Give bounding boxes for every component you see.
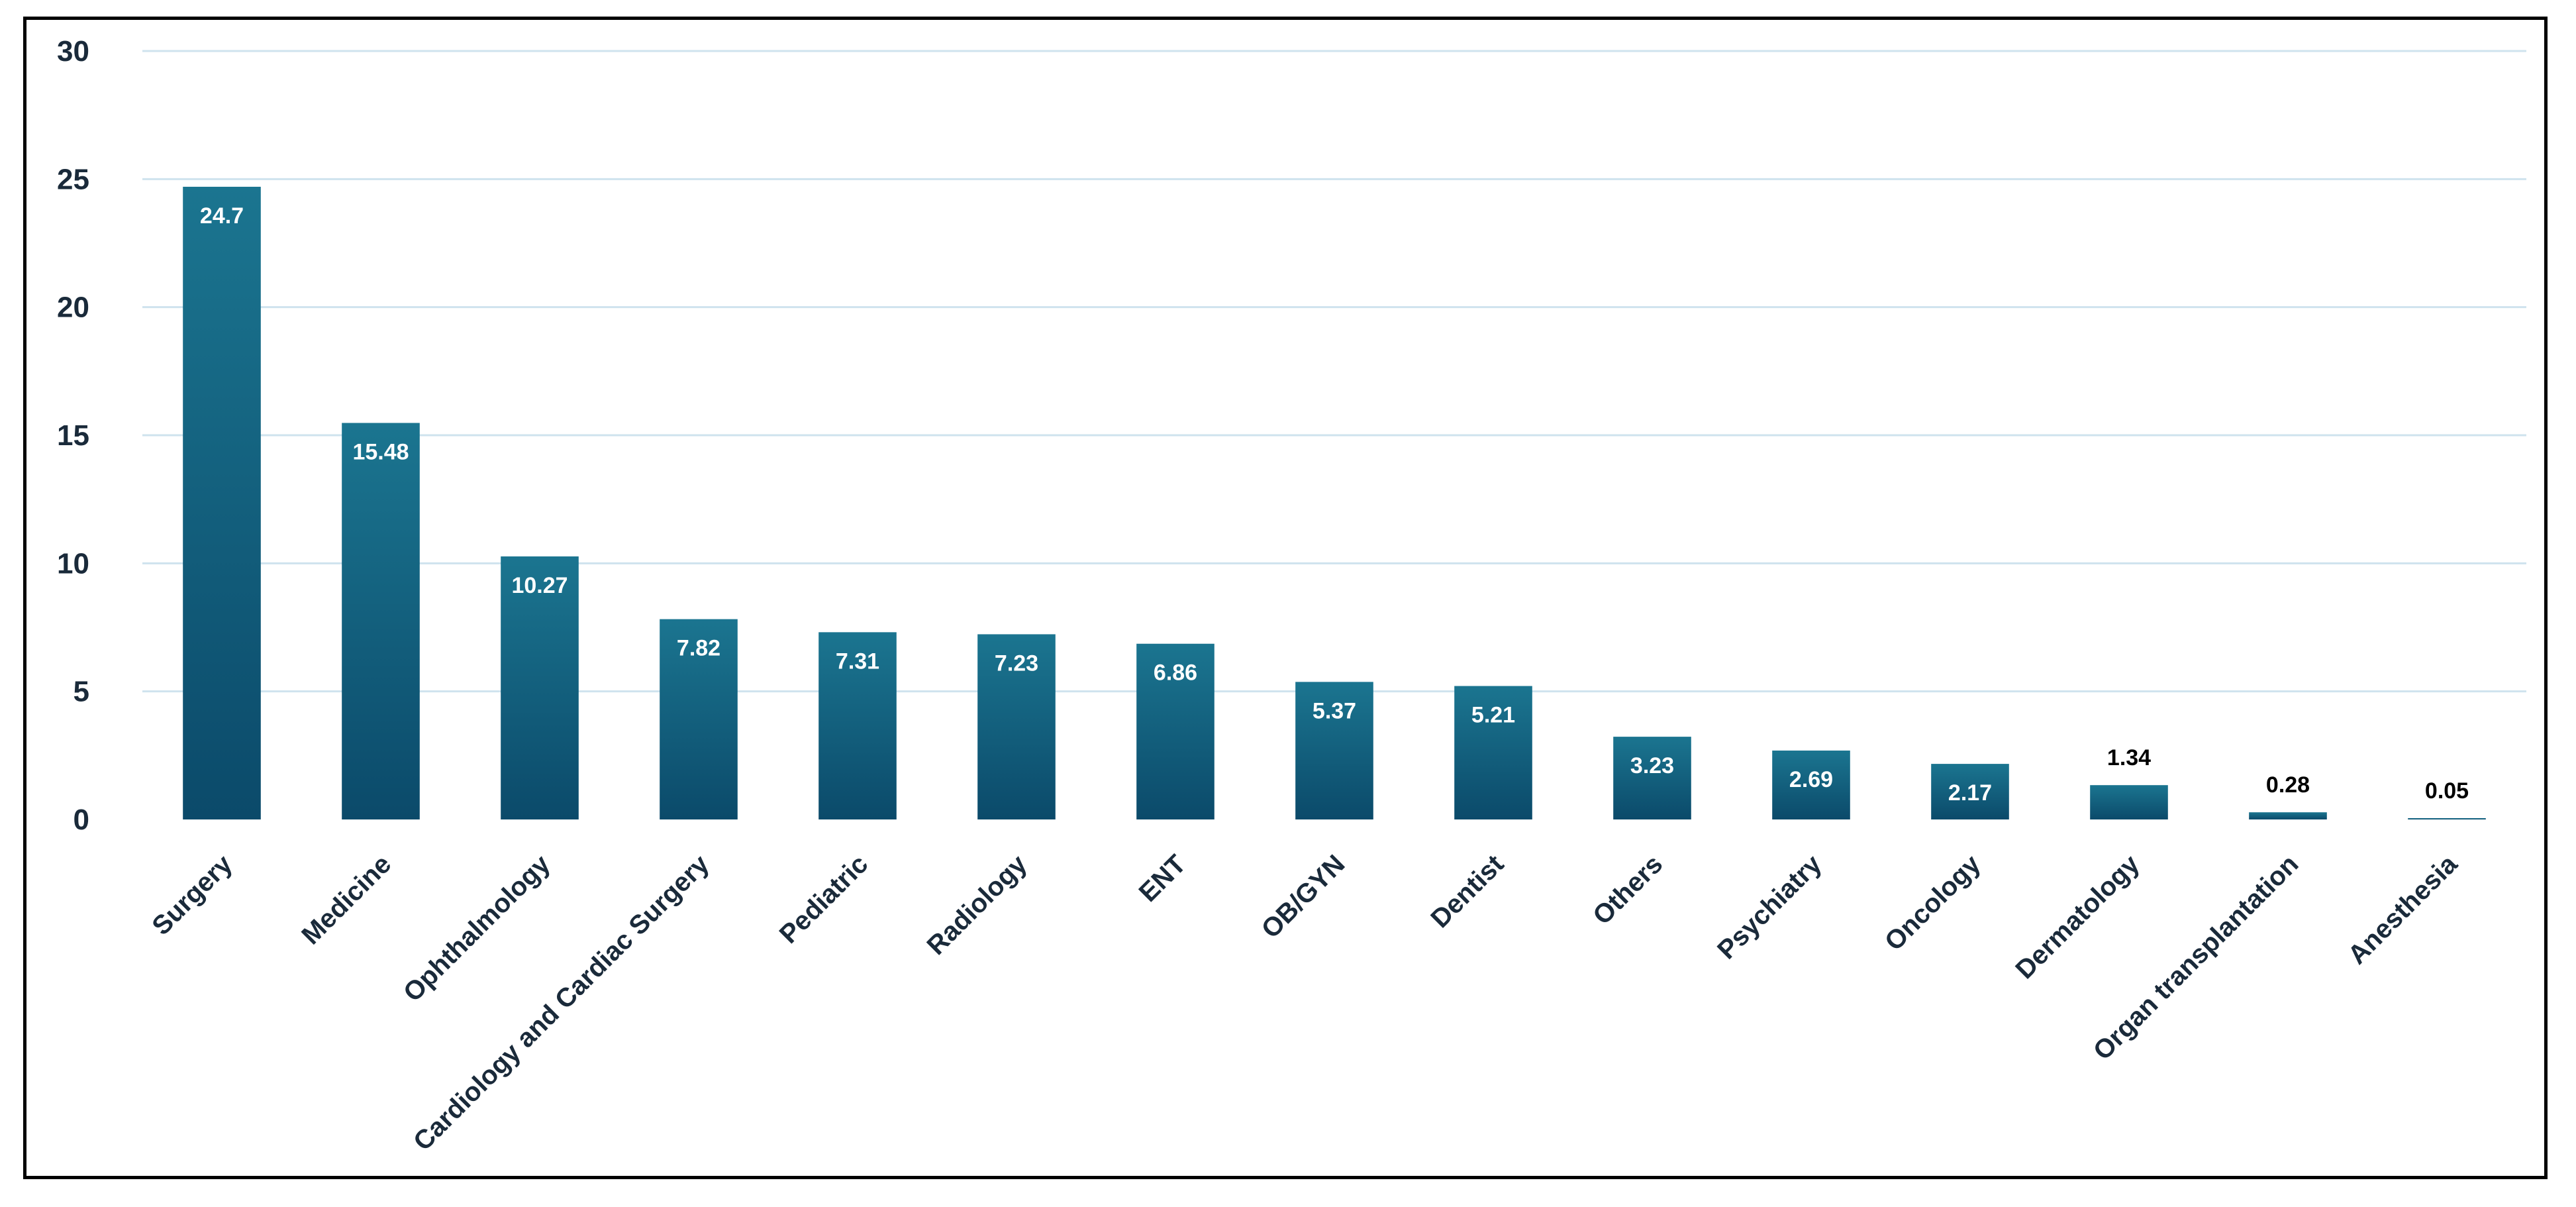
data-label: 5.21	[1471, 703, 1515, 728]
data-label: 2.69	[1789, 767, 1833, 792]
data-label: 10.27	[511, 573, 568, 598]
x-category-label: Dermatology	[2010, 849, 2146, 985]
data-label: 0.05	[2425, 778, 2469, 804]
x-category-label: Pediatric	[774, 849, 874, 949]
x-category-label: Others	[1587, 849, 1668, 930]
data-label: 7.23	[995, 651, 1038, 676]
bar	[1454, 686, 1532, 819]
x-category-label: Dentist	[1425, 849, 1509, 933]
data-label: 15.48	[352, 439, 409, 464]
data-label: 3.23	[1630, 753, 1674, 778]
x-category-label: Oncology	[1879, 849, 1987, 957]
bar	[660, 619, 738, 819]
data-label: 0.28	[2266, 772, 2310, 798]
chart-frame: 0 5 10 15 20 25 30 24.7 15.48 10.27 7.82 7.31 7.23 6…	[23, 17, 2548, 1179]
y-tick-label: 30	[57, 35, 89, 68]
bar	[1613, 737, 1691, 819]
bar	[1772, 750, 1850, 819]
bar	[1295, 682, 1373, 819]
bars	[183, 186, 2486, 819]
bar	[342, 423, 420, 819]
x-category-label: Surgery	[146, 849, 238, 941]
bar	[1136, 643, 1214, 819]
y-tick-label: 25	[57, 163, 89, 195]
bar	[2408, 818, 2486, 819]
y-tick-label: 5	[74, 676, 89, 708]
bar	[501, 556, 579, 819]
bar	[977, 634, 1056, 819]
y-axis-ticks: 0 5 10 15 20 25 30	[57, 35, 89, 836]
y-tick-label: 20	[57, 291, 89, 324]
x-category-label: Medicine	[296, 849, 397, 950]
bar	[1931, 764, 2009, 819]
x-category-label: Radiology	[922, 849, 1033, 961]
data-label: 5.37	[1313, 698, 1356, 723]
bar	[818, 632, 897, 819]
data-label: 2.17	[1948, 780, 1992, 806]
bar	[183, 186, 261, 819]
x-category-label: Cardiology and Cardiac Surgery	[408, 849, 715, 1157]
y-tick-label: 10	[57, 547, 89, 580]
bar	[2090, 785, 2168, 819]
x-category-label: Psychiatry	[1712, 849, 1828, 965]
data-label: 7.31	[836, 649, 879, 674]
data-label: 24.7	[200, 203, 244, 229]
bar-chart: 0 5 10 15 20 25 30 24.7 15.48 10.27 7.82 7.31 7.23 6…	[57, 35, 2526, 1157]
bar	[2249, 812, 2327, 819]
x-category-label: OB/GYN	[1256, 849, 1351, 944]
x-category-label: ENT	[1134, 849, 1192, 908]
data-labels: 24.7 15.48 10.27 7.82 7.31 7.23 6.86 5.37 5.21 3.…	[200, 203, 2469, 806]
y-tick-label: 15	[57, 419, 89, 452]
x-category-label: Ophthalmology	[398, 849, 556, 1008]
gridlines	[142, 50, 2526, 693]
data-label: 1.34	[2107, 745, 2151, 770]
data-label: 6.86	[1154, 660, 1197, 686]
y-tick-label: 0	[74, 804, 89, 836]
data-label: 7.82	[677, 636, 720, 661]
x-category-label: Anesthesia	[2342, 849, 2463, 971]
